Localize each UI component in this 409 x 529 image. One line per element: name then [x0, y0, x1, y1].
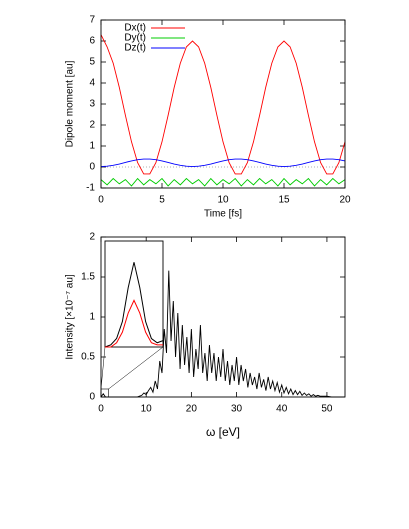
y-axis-label: Dipole moment [au]	[65, 60, 76, 147]
x-tick-label: 40	[276, 404, 288, 415]
inset-line	[105, 299, 163, 348]
x-tick-label: 15	[278, 195, 290, 206]
x-axis-label: ω [eV]	[206, 425, 240, 439]
plot-frame	[100, 236, 346, 398]
series-line	[100, 177, 346, 187]
y-tick-label: 1	[89, 141, 95, 152]
y-tick-label: 1.5	[81, 272, 95, 283]
inset-frame	[104, 240, 164, 348]
inset-line	[104, 262, 164, 348]
zoom-connector	[100, 346, 106, 390]
x-tick-label: 10	[141, 404, 153, 415]
x-tick-label: 30	[231, 404, 243, 415]
y-tick-label: 0	[89, 392, 95, 403]
y-tick-label: 2	[89, 232, 95, 243]
y-axis-label: Intensity [×10⁻⁷ au]	[65, 274, 76, 360]
series-line	[100, 34, 346, 175]
x-tick-label: 0	[98, 195, 104, 206]
legend-label: Dz(t)	[124, 43, 146, 54]
legend-label: Dy(t)	[124, 33, 146, 44]
y-tick-label: -1	[86, 183, 95, 194]
zoom-connector	[108, 346, 164, 390]
x-tick-label: 5	[159, 195, 165, 206]
x-tick-label: 20	[339, 195, 351, 206]
series-line	[100, 270, 345, 398]
plot-frame	[100, 19, 346, 189]
zoom-box	[100, 388, 109, 398]
y-tick-label: 2	[89, 120, 95, 131]
y-tick-label: 1	[89, 312, 95, 323]
x-tick-label: 0	[98, 404, 104, 415]
x-tick-label: 50	[321, 404, 333, 415]
x-tick-label: 20	[186, 404, 198, 415]
x-tick-label: 10	[217, 195, 229, 206]
y-tick-label: 6	[89, 36, 95, 47]
legend-label: Dx(t)	[124, 23, 146, 34]
series-line	[100, 158, 346, 168]
y-tick-label: 3	[89, 99, 95, 110]
y-tick-label: 0.5	[81, 352, 95, 363]
y-tick-label: 7	[89, 15, 95, 26]
x-axis-label: Time [fs]	[204, 209, 242, 220]
y-tick-label: 4	[89, 78, 95, 89]
y-tick-label: 0	[89, 162, 95, 173]
y-tick-label: 5	[89, 57, 95, 68]
